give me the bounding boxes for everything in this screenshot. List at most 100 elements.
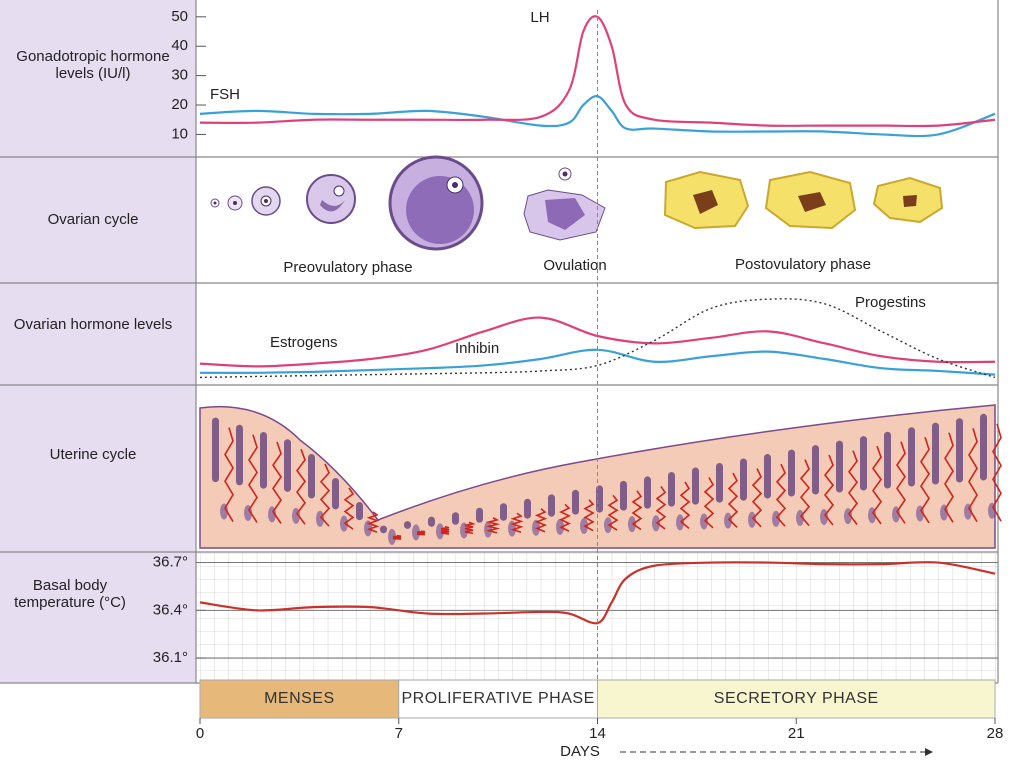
spiral-artery	[799, 459, 811, 527]
spiral-artery	[392, 534, 402, 540]
phase-label: MENSES	[264, 690, 335, 707]
x-tick-label: 0	[196, 725, 204, 742]
spiral-artery	[296, 448, 306, 525]
spiral-artery	[847, 450, 859, 525]
label-column	[0, 0, 196, 683]
gland	[596, 485, 603, 513]
x-tick-label: 7	[395, 725, 403, 742]
gland	[932, 422, 939, 485]
x-tick-label: 21	[788, 725, 805, 742]
panel-label: Uterine cycle	[49, 446, 137, 463]
spiral-artery	[510, 512, 524, 534]
gland	[644, 476, 651, 509]
y-tick-label: 10	[171, 125, 188, 142]
spiral-artery	[485, 517, 501, 534]
gland	[532, 519, 540, 536]
gland	[428, 516, 435, 527]
gland	[676, 514, 684, 531]
spiral-artery	[224, 427, 234, 522]
gland	[236, 424, 243, 486]
gland	[556, 518, 564, 535]
spiral-artery	[992, 423, 1002, 522]
spiral-artery	[559, 503, 571, 532]
spiral-artery	[896, 441, 906, 524]
spiral-artery	[248, 434, 258, 523]
gland	[884, 431, 891, 489]
spiral-artery	[655, 485, 667, 530]
gland	[436, 523, 444, 540]
spiral-artery	[679, 481, 691, 529]
spiral-artery	[751, 468, 763, 528]
gland	[620, 480, 627, 511]
gland	[500, 503, 507, 521]
gland	[340, 515, 348, 532]
series-line	[199, 298, 996, 379]
x-tick-label: 28	[987, 725, 1004, 742]
spiral-artery	[464, 521, 476, 535]
gland	[692, 467, 699, 505]
spiral-artery	[366, 511, 380, 533]
x-axis-label: DAYS	[560, 743, 600, 760]
gland	[548, 494, 555, 517]
gland	[764, 454, 771, 499]
gland	[308, 454, 315, 499]
gland	[460, 522, 468, 539]
gland	[772, 510, 780, 527]
gland	[812, 445, 819, 495]
gland	[908, 427, 915, 487]
spiral-artery	[272, 441, 282, 524]
stage-label: Ovulation	[543, 257, 606, 274]
phase-label: PROLIFERATIVE PHASE	[401, 690, 595, 707]
spiral-artery	[823, 454, 835, 526]
panel-label: Basal body temperature (°C)	[14, 577, 126, 611]
uterine-glands	[212, 413, 1002, 545]
spiral-artery	[319, 463, 331, 527]
panel-label: Ovarian hormone levels	[13, 316, 173, 333]
gland	[476, 507, 483, 523]
gland	[404, 521, 411, 529]
panel-label: Ovarian cycle	[47, 211, 139, 228]
spiral-artery	[703, 477, 715, 529]
spiral-artery	[775, 463, 787, 527]
gland	[956, 418, 963, 483]
gland	[356, 502, 363, 521]
stage-label: Postovulatory phase	[735, 256, 871, 273]
y-tick-label: 30	[171, 67, 188, 84]
gland	[380, 525, 387, 534]
series-line	[199, 15, 996, 128]
series-label: Inhibin	[455, 340, 499, 357]
stage-label: Preovulatory phase	[283, 259, 412, 276]
phase-bar	[398, 679, 598, 719]
gland	[748, 511, 756, 528]
gland	[740, 458, 747, 501]
gland	[388, 528, 396, 545]
gland	[316, 510, 324, 527]
phase-bar	[199, 679, 400, 719]
spiral-artery	[607, 494, 619, 531]
spiral-artery	[872, 445, 882, 525]
gland	[980, 413, 987, 481]
gland	[212, 417, 219, 483]
y-tick-label: 36.4°	[153, 601, 188, 618]
series-label: FSH	[210, 86, 240, 103]
y-tick-label: 40	[171, 37, 188, 54]
panel-label: Gonadotropic hormone levels (IU/l)	[16, 48, 170, 82]
gland	[652, 515, 660, 532]
gland	[524, 498, 531, 519]
gland	[260, 432, 267, 489]
gland	[836, 440, 843, 493]
days-arrowhead	[925, 748, 933, 756]
y-tick-label: 20	[171, 96, 188, 113]
follicle-illustrations	[210, 155, 944, 251]
gland	[412, 524, 420, 541]
spiral-artery	[944, 432, 954, 523]
spiral-artery	[920, 436, 930, 524]
gland	[668, 471, 675, 507]
series-label: Estrogens	[270, 334, 338, 351]
phase-label: SECRETORY PHASE	[713, 690, 879, 707]
spiral-artery	[968, 428, 978, 523]
y-tick-label: 36.7°	[153, 554, 188, 571]
gland	[284, 439, 291, 492]
